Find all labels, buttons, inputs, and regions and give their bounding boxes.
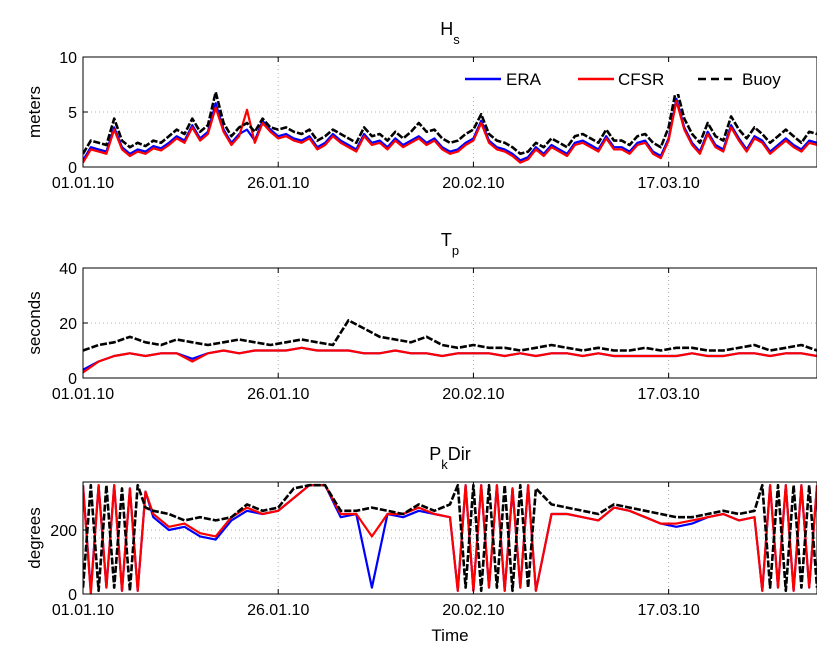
series-line-cfsr	[83, 99, 817, 164]
y-tick-label: 200	[50, 523, 77, 540]
y-tick-label: 10	[59, 50, 77, 67]
y-tick-label: 0	[68, 587, 77, 604]
legend-box	[461, 62, 811, 94]
title-subscript: s	[453, 32, 460, 47]
x-tick-label: 20.02.10	[442, 386, 504, 403]
legend-label-cfsr: CFSR	[618, 70, 664, 89]
panel-title: PkDir	[429, 444, 471, 472]
plot-area	[83, 268, 817, 378]
title-main-part: T	[441, 230, 452, 250]
x-tick-label: 01.01.10	[52, 175, 114, 192]
x-axis-label: Time	[431, 626, 468, 645]
axes-frame	[82, 481, 817, 595]
series-line-era	[83, 97, 817, 162]
x-tick-label: 20.02.10	[442, 602, 504, 619]
series-line-buoy	[83, 318, 817, 352]
series-line-cfsr	[83, 346, 817, 374]
x-tick-label: 01.01.10	[52, 386, 114, 403]
title-main-part: P	[429, 444, 441, 464]
y-axis-label: meters	[25, 86, 44, 138]
legend-label-era: ERA	[506, 70, 542, 89]
panel-title: Tp	[441, 230, 459, 258]
panel-title: Hs	[440, 19, 460, 47]
plot-area	[83, 482, 817, 594]
panel-1: 01.01.10 26.01.10 20.02.10 17.03.10 0 5 10 mete…	[25, 19, 817, 192]
title-subscript: k	[441, 457, 448, 472]
panel-2: 01.01.10 26.01.10 20.02.10 17.03.10 0 20 40 sec…	[25, 230, 817, 403]
x-tick-label: 17.03.10	[637, 602, 699, 619]
series-line-buoy	[83, 86, 817, 156]
y-tick-label: 0	[68, 371, 77, 388]
legend: ERA CFSR Buoy	[461, 62, 811, 94]
x-tick-label: 17.03.10	[637, 175, 699, 192]
title-suffix: Dir	[448, 444, 471, 464]
series-line-buoy	[83, 483, 817, 593]
title-main-part: H	[440, 19, 453, 39]
y-axis-label: degrees	[25, 507, 44, 568]
x-tick-label: 26.01.10	[247, 602, 309, 619]
y-tick-label: 40	[59, 261, 77, 278]
y-tick-label: 5	[68, 105, 77, 122]
x-tick-label: 20.02.10	[442, 175, 504, 192]
title-subscript: p	[452, 243, 459, 258]
x-tick-label: 17.03.10	[637, 386, 699, 403]
legend-label-buoy: Buoy	[742, 70, 781, 89]
panel-3: 01.01.10 26.01.10 20.02.10 17.03.10 0 200 degr…	[25, 444, 817, 619]
y-tick-label: 0	[68, 160, 77, 177]
x-tick-label: 26.01.10	[247, 386, 309, 403]
y-tick-label: 20	[59, 316, 77, 333]
x-tick-label: 26.01.10	[247, 175, 309, 192]
x-tick-label: 01.01.10	[52, 602, 114, 619]
y-axis-label: seconds	[25, 291, 44, 354]
